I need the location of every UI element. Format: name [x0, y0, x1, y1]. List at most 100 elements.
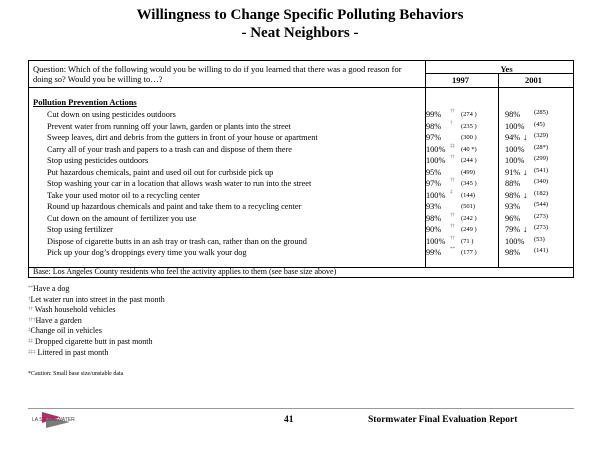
footnote-text: Have a dog [33, 284, 70, 293]
value-1997: 97% [426, 133, 442, 142]
base-note: Base: Los Angeles County residents who f… [33, 267, 337, 276]
table-row: Prevent water from running off your lawn… [29, 121, 575, 132]
value-2001: 98% [505, 190, 521, 200]
decline-arrow-icon: ↓ [523, 166, 528, 177]
base-2001: (340) [534, 178, 549, 185]
value-1997: 93% [426, 202, 442, 211]
sig-mark-1997: † [450, 120, 453, 126]
base-2001: (45) [534, 120, 545, 128]
column-divider [498, 74, 499, 267]
action-label: Stop washing your car in a location that… [47, 179, 312, 188]
action-label: Stop using fertilizer [47, 225, 113, 234]
action-label: Take your used motor oil to a recycling … [47, 190, 200, 200]
value-2001: 100% [505, 236, 525, 246]
decline-arrow-icon: ↓ [523, 189, 528, 200]
table-row: Sweep leaves, dirt and debris from the g… [29, 132, 575, 143]
footnote: ‡Change oil in vehicles [28, 326, 165, 337]
header-divider [425, 73, 574, 74]
footnote: †††Have a garden [28, 316, 165, 327]
base-1997: (144) [461, 191, 476, 199]
action-label: Put hazardous chemicals, paint and used … [47, 167, 274, 177]
action-label: Dispose of cigarette butts in an ash tra… [47, 236, 307, 246]
year-2001-header: 2001 [525, 75, 542, 85]
value-1997: 98% [426, 213, 442, 223]
base-2001: (285) [534, 109, 549, 116]
footnote-mark: ‡‡ [28, 338, 33, 344]
column-divider [425, 61, 426, 267]
action-label: Round up hazardous chemicals and paint a… [47, 202, 302, 211]
value-1997: 95% [426, 167, 442, 177]
footnote-text: Littered in past month [35, 347, 109, 357]
results-table: Question: Which of the following would y… [28, 60, 574, 278]
footnote-text: Have a garden [35, 315, 82, 325]
header-divider [29, 87, 574, 88]
value-2001: 91% [505, 167, 521, 177]
sig-mark-1997: ‡‡ [450, 143, 455, 149]
action-label: Cut down on the amount of fertilizer you… [47, 213, 197, 223]
table-row: Cut down on the amount of fertilizer you… [29, 213, 575, 224]
footnote-mark: ††† [28, 317, 36, 323]
table-row: Stop using fertilizer 90% †† (249 ) 79% ↓ (273… [29, 224, 575, 235]
action-label: Sweep leaves, dirt and debris from the g… [47, 133, 318, 142]
footnote: †† Wash household vehicles [28, 305, 165, 316]
base-2001: (182) [534, 189, 549, 197]
base-1997: (345 ) [461, 180, 477, 187]
base-1997: (501) [461, 203, 476, 210]
value-1997: 99% [426, 248, 442, 257]
footnotes: **Have a dog †Let water run into street i… [28, 284, 165, 358]
footnote-mark: ** [28, 286, 33, 291]
footnote-text: Wash household vehicles [33, 305, 116, 315]
base-1997: (300 ) [461, 134, 477, 141]
footnote-mark: ‡ [28, 328, 31, 334]
value-2001: 93% [505, 202, 521, 211]
table-row: Put hazardous chemicals, paint and used … [29, 167, 575, 178]
base-2001: (299) [534, 155, 549, 162]
footnote-text: Change oil in vehicles [30, 326, 102, 336]
value-2001: 94% [505, 133, 521, 142]
sig-mark-1997: †† [450, 178, 455, 183]
value-2001: 98% [505, 110, 521, 119]
value-1997: 98% [426, 121, 442, 131]
value-1997: 100% [426, 236, 446, 246]
footnote-mark: † [28, 296, 31, 302]
sig-mark-1997: †† [450, 224, 455, 229]
section-label: Pollution Prevention Actions [33, 97, 137, 107]
value-2001: 98% [505, 248, 521, 257]
page-number: 41 [284, 415, 294, 425]
decline-arrow-icon: ↓ [523, 132, 528, 142]
base-1997: (71 ) [461, 237, 474, 245]
value-2001: 88% [505, 179, 521, 188]
base-2001: (53) [534, 235, 545, 243]
sig-mark-1997: †† [450, 155, 455, 160]
base-1997: (242 ) [461, 214, 477, 222]
table-row: Dispose of cigarette butts in an ash tra… [29, 236, 575, 247]
action-label: Carry all of your trash and papers to a … [47, 144, 292, 154]
base-1997: (177 ) [461, 249, 477, 256]
value-1997: 100% [426, 144, 446, 154]
footnote: †Let water run into street in the past m… [28, 295, 165, 306]
sig-mark-1997: †† [450, 109, 455, 114]
table-row: Carry all of your trash and papers to a … [29, 144, 575, 155]
base-1997: (499) [461, 168, 476, 176]
action-label: Stop using pesticides outdoors [47, 156, 149, 165]
table-row: Cut down on using pesticides outdoors 99%… [29, 109, 575, 120]
footnote-text: Dropped cigarette butt in past month [33, 336, 153, 346]
footer-rule [28, 408, 574, 409]
base-1997: (40 *) [461, 145, 477, 153]
action-label: Prevent water from running off your lawn… [47, 121, 291, 131]
table-row: Pick up your dog’s droppings every time … [29, 247, 575, 258]
stormwater-logo: LA STORMWATER [32, 412, 75, 428]
value-1997: 90% [426, 225, 442, 234]
footnote: ‡‡ Dropped cigarette butt in past month [28, 337, 165, 348]
report-title: Stormwater Final Evaluation Report [368, 415, 518, 425]
base-2001: (541) [534, 166, 549, 174]
value-1997: 100% [426, 156, 446, 165]
caution-note: *Caution: Small base size/unstable data [28, 371, 124, 377]
value-2001: 79% [505, 225, 521, 234]
decline-arrow-icon: ↓ [523, 224, 528, 234]
value-2001: 100% [505, 121, 525, 131]
footnote: ‡‡‡ Littered in past month [28, 348, 165, 359]
action-label: Pick up your dog’s droppings every time … [47, 248, 247, 257]
base-1997: (235 ) [461, 122, 477, 130]
base-2001: (273) [534, 212, 549, 220]
